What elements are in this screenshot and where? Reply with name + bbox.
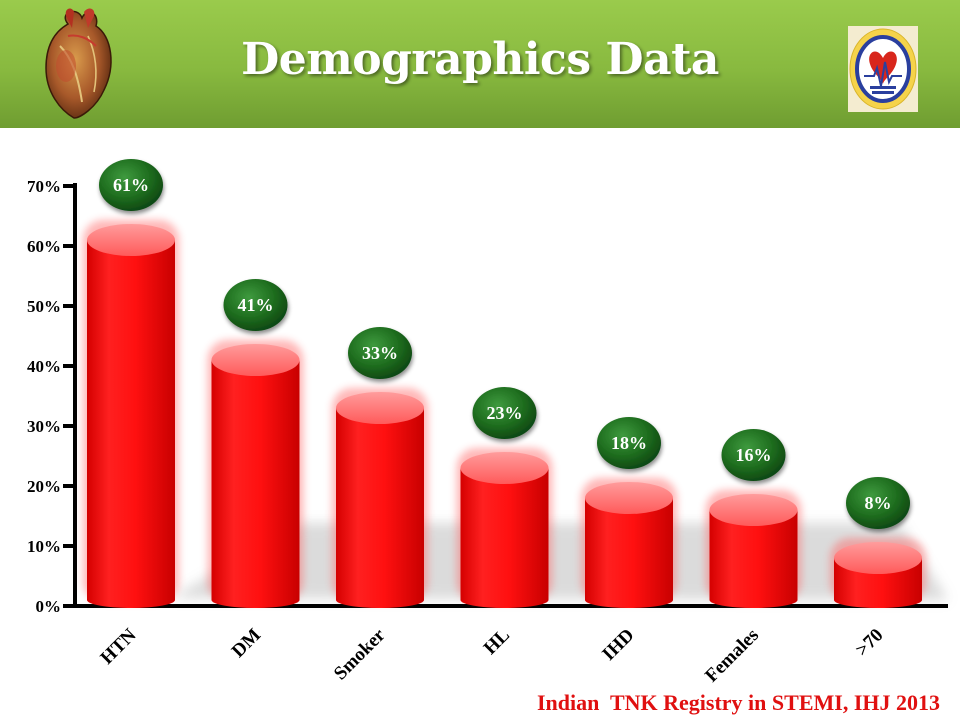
bar-cap <box>585 482 673 514</box>
x-tick-label: Smoker <box>330 624 390 684</box>
bar-cap <box>87 224 175 256</box>
badge-bubble <box>846 477 910 529</box>
bar-cap <box>460 452 549 484</box>
bar-Smoker <box>332 388 428 608</box>
data-label: 18% <box>611 433 647 453</box>
data-label: 23% <box>487 403 523 423</box>
bar-DM <box>207 340 304 608</box>
bar-body <box>709 510 798 608</box>
data-label: 61% <box>113 175 149 195</box>
bar-body <box>585 498 673 608</box>
data-label: 41% <box>238 295 274 315</box>
csi-seal-icon <box>848 26 918 112</box>
data-label-badge: 41% <box>223 279 288 331</box>
heart-icon <box>45 8 112 119</box>
bar-cap <box>709 494 798 526</box>
y-tick-label: 0% <box>36 597 62 616</box>
bar-cap <box>336 392 424 424</box>
citation: Indian TNK Registry in STEMI, IHJ 2013 <box>536 690 940 715</box>
bar-HL <box>456 448 553 608</box>
data-label-badge: 61% <box>99 159 163 211</box>
badge-bubble <box>223 279 288 331</box>
y-tick-label: 20% <box>27 477 61 496</box>
data-label-badge: 33% <box>348 327 412 379</box>
bar-cap <box>211 344 300 376</box>
slide-title: Demographics Data <box>241 34 719 85</box>
x-tick-label: Females <box>701 625 763 687</box>
x-tick-label: DM <box>228 625 265 662</box>
x-tick-label: >70 <box>852 625 888 661</box>
y-tick-label: 30% <box>27 417 61 436</box>
y-tick-label: 10% <box>27 537 61 556</box>
y-tick-label: 70% <box>27 177 61 196</box>
x-tick-label: HTN <box>97 624 141 668</box>
bar-body <box>211 360 300 608</box>
data-label: 16% <box>736 445 772 465</box>
bar->70 <box>830 538 926 608</box>
title-banner <box>0 0 960 128</box>
x-tick-label: IHD <box>598 625 638 665</box>
y-tick-label: 40% <box>27 357 61 376</box>
bar-body <box>460 468 549 608</box>
bar-body <box>87 240 175 608</box>
bar-body <box>336 408 424 608</box>
x-tick-label: HL <box>480 625 514 659</box>
bar-chart: 0% 10% 20% 30% 40% 50% 60% 70% 61% 41% 33% 23% 18% 1… <box>27 159 948 687</box>
badge-bubble <box>472 387 537 439</box>
bar-Females <box>705 490 802 608</box>
y-tick-label: 60% <box>27 237 61 256</box>
data-label-badge: 18% <box>597 417 661 469</box>
data-label-badge: 23% <box>472 387 537 439</box>
bar-IHD <box>581 478 677 608</box>
badge-bubble <box>99 159 163 211</box>
badge-bubble <box>597 417 661 469</box>
data-label: 33% <box>362 343 398 363</box>
badge-bubble <box>348 327 412 379</box>
bar-cap <box>834 542 922 574</box>
y-tick-label: 50% <box>27 297 61 316</box>
data-label-badge: 16% <box>721 429 786 481</box>
data-label-badge: 8% <box>846 477 910 529</box>
badge-bubble <box>721 429 786 481</box>
data-label: 8% <box>865 493 892 513</box>
bar-HTN <box>83 220 179 608</box>
